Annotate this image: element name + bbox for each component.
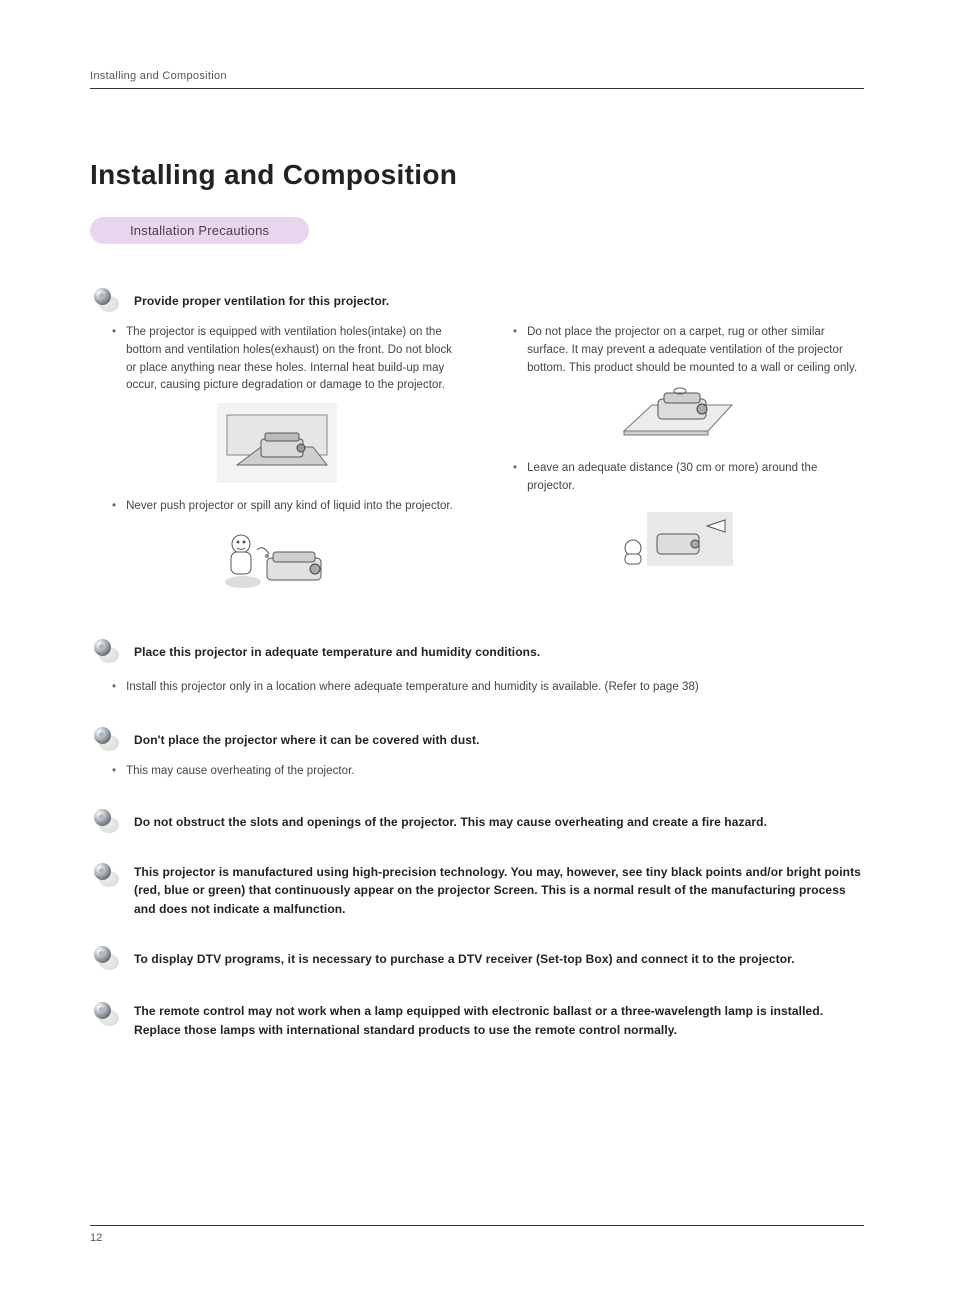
item-text: Do not place the projector on a carpet, … [527,324,864,377]
precaution-dust: Don't place the projector where it can b… [90,727,864,781]
precaution-heading-row: Place this projector in adequate tempera… [90,639,864,665]
precaution-ventilation: Provide proper ventilation for this proj… [90,288,864,609]
precaution-heading: Don't place the projector where it can b… [134,733,480,747]
precaution-heading-row: To display DTV programs, it is necessary… [90,946,864,972]
sphere-bullet-icon [90,809,124,835]
section-pill: Installation Precautions [90,217,309,244]
illustration-distance [491,504,864,579]
page-title: Installing and Composition [90,159,864,191]
two-column-row: •The projector is equipped with ventilat… [90,324,864,609]
list-item: •Install this projector only in a locati… [112,679,864,697]
sphere-bullet-icon [90,946,124,972]
illustration-spill [90,524,463,599]
running-head: Installing and Composition [90,70,864,89]
precaution-heading: To display DTV programs, it is necessary… [134,952,795,966]
item-text: Never push projector or spill any kind o… [126,498,453,516]
item-text: Install this projector only in a locatio… [126,679,699,697]
sphere-bullet-icon [90,288,124,314]
list-item: •Do not place the projector on a carpet,… [513,324,864,377]
precaution-temperature: Place this projector in adequate tempera… [90,639,864,697]
list-item: •Leave an adequate distance (30 cm or mo… [513,460,864,496]
page: Installing and Composition Installing an… [0,0,954,1304]
precaution-slots: Do not obstruct the slots and openings o… [90,809,864,835]
item-text: This may cause overheating of the projec… [126,763,355,781]
precaution-heading-row: The remote control may not work when a l… [90,1002,864,1039]
precaution-heading: Do not obstruct the slots and openings o… [134,815,767,829]
precaution-heading-row: This projector is manufactured using hig… [90,863,864,919]
precaution-pixels: This projector is manufactured using hig… [90,863,864,919]
item-text: The projector is equipped with ventilati… [126,324,463,395]
right-column: •Do not place the projector on a carpet,… [491,324,864,609]
precaution-heading: This projector is manufactured using hig… [134,863,864,919]
precaution-remote: The remote control may not work when a l… [90,1002,864,1039]
illustration-projector-on-table [90,403,463,488]
illustration-projector-on-rug [491,385,864,450]
sphere-bullet-icon [90,727,124,753]
sphere-bullet-icon [90,639,124,665]
page-number: 12 [90,1225,864,1244]
precaution-heading: The remote control may not work when a l… [134,1002,864,1039]
precaution-heading: Place this projector in adequate tempera… [134,645,540,659]
precaution-heading: Provide proper ventilation for this proj… [134,294,389,308]
item-text: Leave an adequate distance (30 cm or mor… [527,460,864,496]
precaution-dtv: To display DTV programs, it is necessary… [90,946,864,972]
list-item: •Never push projector or spill any kind … [112,498,463,516]
list-item: •The projector is equipped with ventilat… [112,324,463,395]
precaution-heading-row: Do not obstruct the slots and openings o… [90,809,864,835]
list-item: •This may cause overheating of the proje… [112,763,864,781]
precaution-heading-row: Provide proper ventilation for this proj… [90,288,864,314]
left-column: •The projector is equipped with ventilat… [90,324,463,609]
sphere-bullet-icon [90,863,124,889]
precaution-heading-row: Don't place the projector where it can b… [90,727,864,753]
sphere-bullet-icon [90,1002,124,1028]
